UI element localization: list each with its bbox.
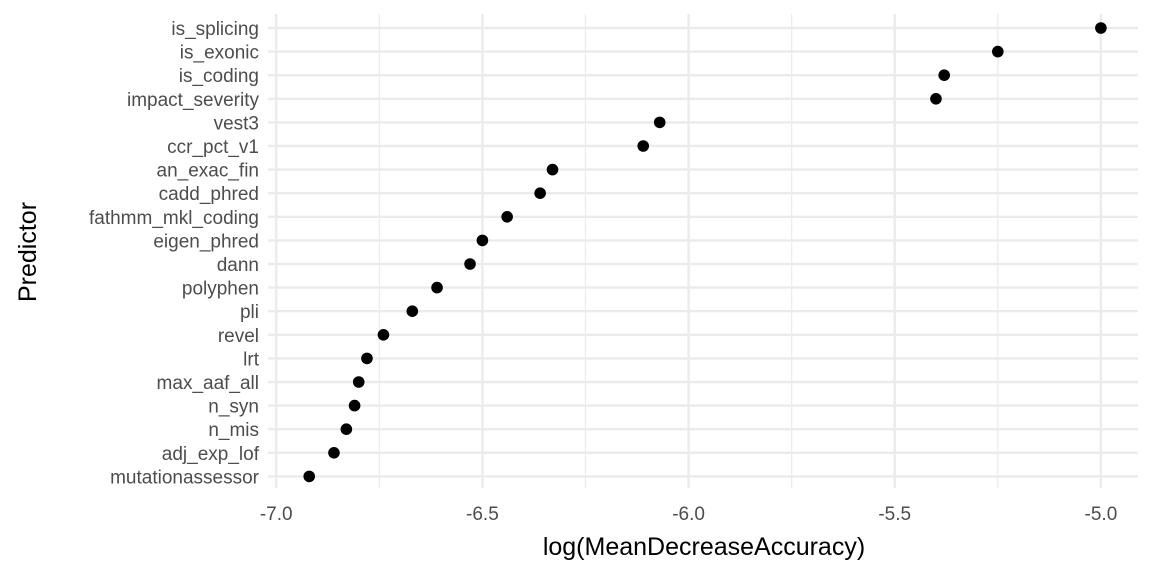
x-tick-labels: -7.0 -6.5 -6.0 -5.5 -5.0: [260, 504, 1117, 525]
y-tick-label: polyphen: [182, 279, 259, 300]
y-tick-label: pli: [240, 302, 259, 323]
y-tick-label: is_splicing: [171, 19, 259, 40]
data-point: [637, 140, 650, 152]
y-tick-label: max_aaf_all: [157, 373, 259, 394]
data-point: [1095, 22, 1107, 34]
data-point: [653, 116, 666, 129]
y-tick-label: cadd_phred: [159, 184, 259, 205]
y-tick-label: n_syn: [208, 397, 259, 418]
data-point: [377, 329, 390, 341]
data-point: [992, 45, 1004, 58]
data-point: [328, 447, 340, 459]
y-tick-label: an_exac_fin: [157, 161, 259, 182]
y-tick-label: is_coding: [179, 66, 259, 87]
y-tick-label: revel: [218, 326, 259, 347]
y-tick-label: ccr_pct_v1: [167, 137, 259, 158]
data-point: [476, 234, 489, 247]
data-point: [406, 305, 419, 318]
y-tick-label: adj_exp_lof: [162, 444, 260, 465]
data-point: [348, 399, 361, 412]
y-axis-title: Predictor: [14, 202, 42, 302]
x-tick-label: -5.5: [878, 504, 911, 525]
data-point: [930, 93, 942, 105]
y-tick-label: mutationassessor: [110, 467, 260, 488]
y-tick-label: is_exonic: [180, 43, 259, 64]
y-tick-label: vest3: [214, 113, 259, 134]
data-point: [340, 423, 353, 436]
x-tick-label: -6.0: [672, 504, 705, 525]
y-tick-label: dann: [217, 255, 259, 276]
y-tick-label: lrt: [243, 349, 260, 370]
data-points: [303, 22, 1107, 483]
y-tick-label: fathmm_mkl_coding: [89, 208, 259, 229]
y-tick-label: eigen_phred: [153, 231, 259, 252]
x-tick-label: -6.5: [466, 504, 499, 525]
data-point: [546, 163, 559, 176]
data-point: [464, 258, 476, 270]
data-point: [938, 69, 951, 81]
data-point: [303, 470, 316, 483]
x-axis-title: log(MeanDecreaseAccuracy): [543, 533, 865, 561]
grid: [268, 14, 1138, 488]
data-point: [352, 376, 365, 388]
x-tick-label: -7.0: [260, 504, 293, 525]
data-point: [361, 352, 373, 365]
y-tick-label: impact_severity: [127, 90, 259, 111]
x-tick-label: -5.0: [1085, 504, 1118, 525]
data-point: [501, 211, 513, 223]
y-tick-label: n_mis: [208, 420, 259, 441]
data-point: [431, 281, 443, 294]
data-point: [534, 187, 546, 199]
